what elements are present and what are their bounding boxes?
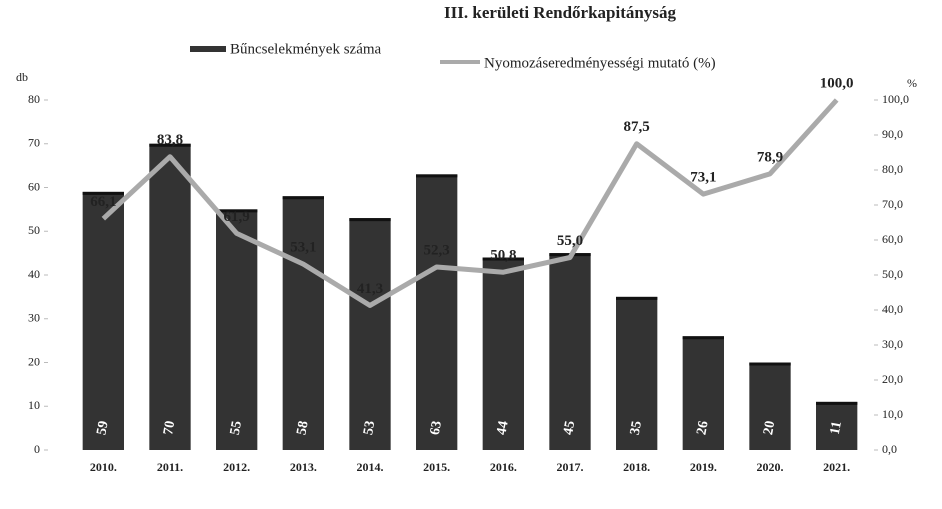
bar bbox=[416, 174, 458, 450]
y-tick-label: 10 bbox=[28, 398, 40, 412]
x-tick-label: 2018. bbox=[623, 460, 650, 474]
x-tick-label: 2021. bbox=[823, 460, 850, 474]
x-tick-label: 2013. bbox=[290, 460, 317, 474]
y-tick-label: 0 bbox=[34, 442, 40, 456]
bar-cap bbox=[482, 257, 524, 261]
x-tick-label: 2014. bbox=[357, 460, 384, 474]
bar-cap bbox=[216, 209, 258, 213]
bar-cap bbox=[416, 174, 458, 178]
bar-cap bbox=[616, 296, 658, 300]
bar bbox=[82, 191, 124, 450]
line-value-label: 78,9 bbox=[757, 149, 783, 165]
x-tick-label: 2012. bbox=[223, 460, 250, 474]
y2-tick-label: 80,0 bbox=[882, 162, 903, 176]
y2-tick-label: 60,0 bbox=[882, 232, 903, 246]
bar-cap bbox=[349, 218, 391, 222]
bar-cap bbox=[282, 196, 324, 200]
bar-value-label: 44 bbox=[494, 420, 511, 436]
chart-title: III. kerületi Rendőrkapitányság bbox=[444, 3, 676, 22]
y-tick-label: 50 bbox=[28, 223, 40, 237]
bar-value-label: 26 bbox=[694, 420, 711, 436]
line-value-label: 83,8 bbox=[157, 132, 183, 148]
x-tick-label: 2020. bbox=[757, 460, 784, 474]
y2-tick-label: 100,0 bbox=[882, 92, 909, 106]
bar bbox=[749, 362, 791, 450]
bar-cap bbox=[682, 336, 724, 340]
y-axis-label: db bbox=[16, 70, 28, 84]
line-series bbox=[101, 98, 839, 308]
x-tick-label: 2016. bbox=[490, 460, 517, 474]
x-tick-label: 2010. bbox=[90, 460, 117, 474]
y2-tick-label: 20,0 bbox=[882, 372, 903, 386]
bar-value-label: 70 bbox=[161, 420, 178, 436]
legend-swatch bbox=[190, 46, 226, 52]
bar-value-label: 53 bbox=[361, 420, 378, 436]
bar bbox=[482, 257, 524, 450]
bar-cap bbox=[82, 191, 124, 195]
x-tick-label: 2011. bbox=[157, 460, 183, 474]
y2-tick-label: 90,0 bbox=[882, 127, 903, 141]
y-tick-label: 30 bbox=[28, 311, 40, 325]
y-tick-label: 70 bbox=[28, 136, 40, 150]
x-tick-label: 2015. bbox=[423, 460, 450, 474]
bar-cap bbox=[816, 401, 858, 405]
legend-label: Nyomozáseredményességi mutató (%) bbox=[484, 55, 716, 71]
y-tick-label: 40 bbox=[28, 267, 40, 281]
bar bbox=[682, 336, 724, 450]
bar bbox=[149, 143, 191, 450]
line-value-label: 50,8 bbox=[490, 248, 516, 264]
line-value-label: 53,1 bbox=[290, 240, 316, 256]
line-value-label: 61,9 bbox=[224, 209, 250, 225]
bar-cap bbox=[749, 362, 791, 366]
bar bbox=[349, 218, 391, 450]
y2-tick-label: 40,0 bbox=[882, 302, 903, 316]
bar-value-label: 55 bbox=[228, 420, 245, 436]
bar-value-label: 20 bbox=[761, 420, 778, 436]
bar bbox=[616, 296, 658, 450]
bar-value-label: 45 bbox=[561, 420, 578, 436]
y-tick-label: 60 bbox=[28, 179, 40, 193]
line-value-label: 55,0 bbox=[557, 233, 583, 249]
y2-tick-label: 70,0 bbox=[882, 197, 903, 211]
line-value-label: 87,5 bbox=[624, 119, 650, 135]
line-value-label: 41,3 bbox=[357, 281, 383, 297]
line-value-label: 100,0 bbox=[820, 75, 854, 91]
line-value-label: 66,1 bbox=[90, 194, 116, 210]
line-value-label: 73,1 bbox=[690, 170, 716, 186]
bar-value-label: 35 bbox=[628, 420, 645, 436]
bar bbox=[816, 401, 858, 450]
bar-cap bbox=[149, 143, 191, 147]
line-value-label: 52,3 bbox=[424, 242, 450, 258]
y2-tick-label: 50,0 bbox=[882, 267, 903, 281]
bar bbox=[549, 253, 591, 450]
bar-value-label: 59 bbox=[94, 420, 111, 436]
bar-value-label: 58 bbox=[294, 420, 311, 436]
y-tick-label: 20 bbox=[28, 354, 40, 368]
x-tick-label: 2019. bbox=[690, 460, 717, 474]
x-tick-label: 2017. bbox=[557, 460, 584, 474]
bar-value-label: 11 bbox=[828, 420, 845, 436]
y2-tick-label: 10,0 bbox=[882, 407, 903, 421]
bar bbox=[282, 196, 324, 450]
y2-tick-label: 0,0 bbox=[882, 442, 897, 456]
bar-value-label: 63 bbox=[428, 420, 445, 436]
y2-axis-label: % bbox=[907, 76, 917, 90]
y2-tick-label: 30,0 bbox=[882, 337, 903, 351]
bar bbox=[216, 209, 258, 450]
legend-label: Bűncselekmények száma bbox=[230, 41, 382, 57]
y-tick-label: 80 bbox=[28, 92, 40, 106]
